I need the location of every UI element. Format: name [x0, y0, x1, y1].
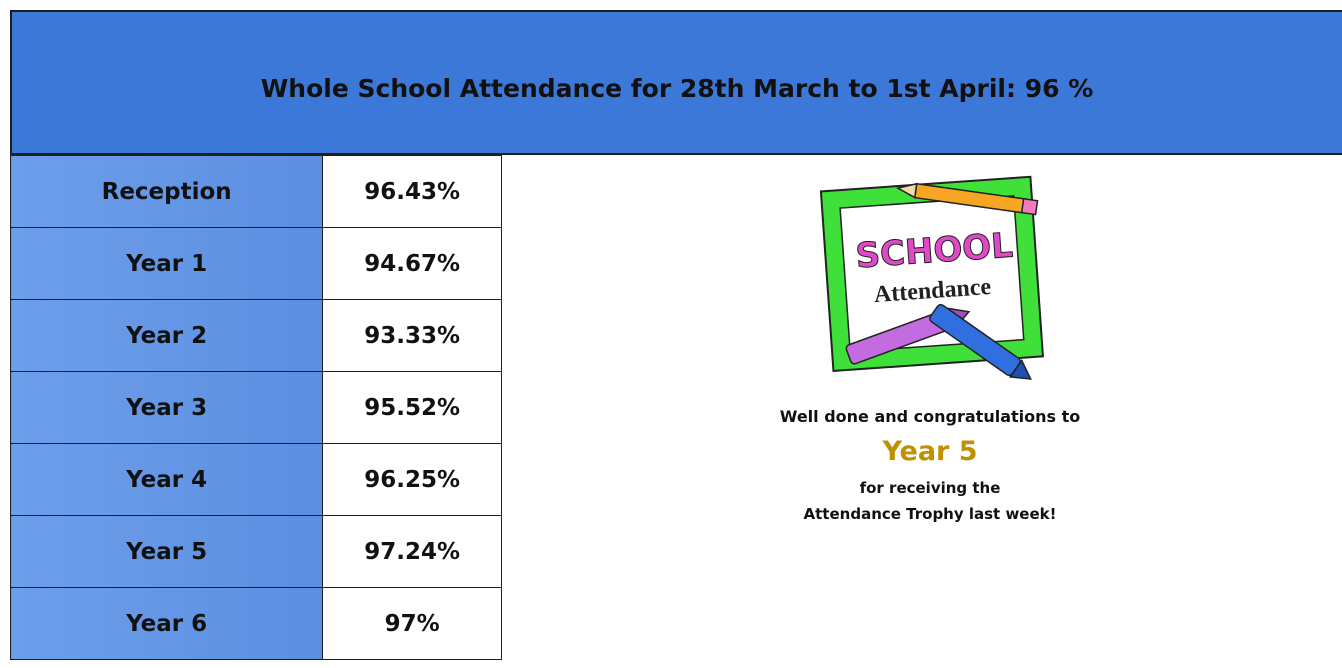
attendance-rate: 96.43% — [323, 156, 502, 228]
page: Whole School Attendance for 28th March t… — [0, 0, 1342, 668]
year-group: Year 3 — [11, 372, 323, 444]
congrats-line: Well done and congratulations to — [640, 407, 1220, 426]
trophy-line-1: for receiving the — [860, 479, 1001, 497]
title: Whole School Attendance for 28th March t… — [261, 62, 1094, 103]
attendance-rate: 96.25% — [323, 444, 502, 516]
winner: Year 5 — [640, 436, 1220, 467]
year-group: Year 6 — [11, 588, 323, 660]
attendance-rate: 94.67% — [323, 228, 502, 300]
year-group: Year 5 — [11, 516, 323, 588]
school-attendance-illustration: SCHOOL Attendance — [805, 170, 1055, 385]
year-group: Reception — [11, 156, 323, 228]
year-group: Year 4 — [11, 444, 323, 516]
header: Whole School Attendance for 28th March t… — [10, 10, 1342, 155]
trophy-line-2: Attendance Trophy last week! — [804, 505, 1057, 523]
notice: SCHOOL Attendance Well done and congratu… — [640, 170, 1220, 527]
year-group: Year 1 — [11, 228, 323, 300]
attendance-rate: 95.52% — [323, 372, 502, 444]
attendance-rate: 93.33% — [323, 300, 502, 372]
year-group: Year 2 — [11, 300, 323, 372]
attendance-rate: 97.24% — [323, 516, 502, 588]
attendance-rate: 97% — [323, 588, 502, 660]
trophy-line: for receiving the Attendance Trophy last … — [640, 475, 1220, 527]
